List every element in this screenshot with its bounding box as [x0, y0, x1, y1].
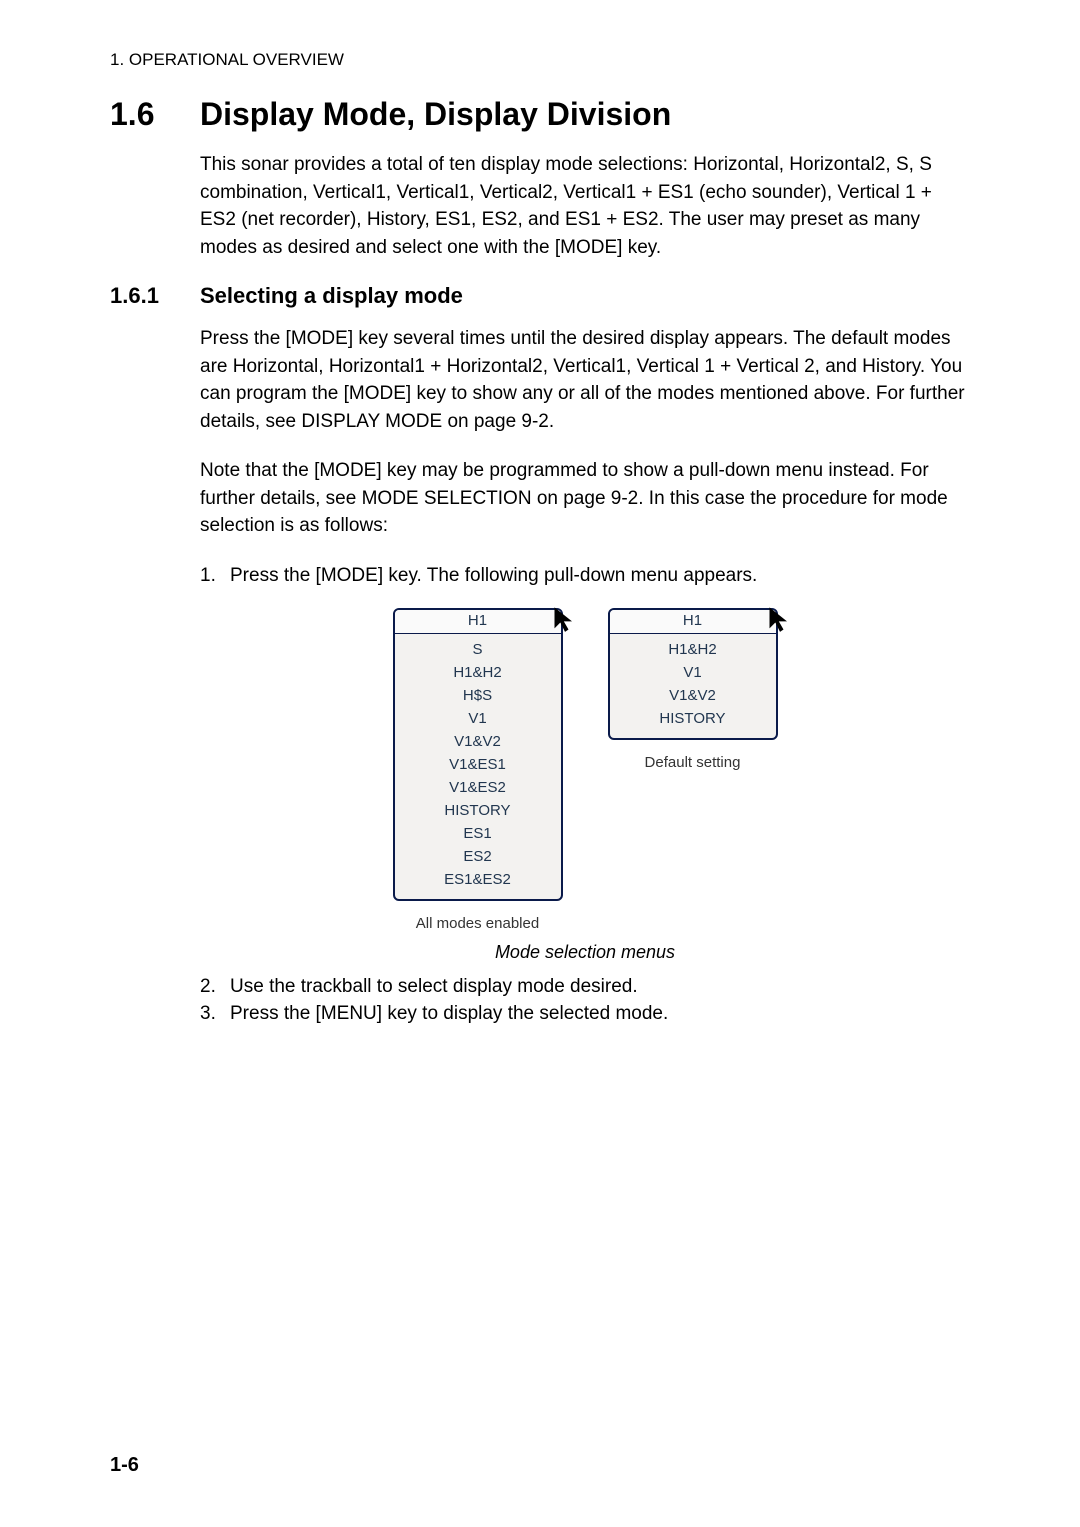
- step-3-text: Press the [MENU] key to display the sele…: [230, 1000, 668, 1028]
- section-title: 1.6 Display Mode, Display Division: [110, 96, 970, 133]
- section-intro: This sonar provides a total of ten displ…: [200, 151, 970, 261]
- menu-item: V1: [395, 707, 561, 730]
- step-2-text: Use the trackball to select display mode…: [230, 973, 638, 1001]
- figure-area: H1 SH1&H2H$SV1V1&V2V1&ES1V1&ES2HISTORYES…: [200, 608, 970, 932]
- menu-item: H1&H2: [610, 638, 776, 661]
- cursor-arrow-icon: [551, 605, 579, 633]
- menu-item: H1&H2: [395, 661, 561, 684]
- menu-item: ES2: [395, 845, 561, 868]
- menu-item: V1&V2: [610, 684, 776, 707]
- figure-caption: Mode selection menus: [200, 942, 970, 963]
- section-number: 1.6: [110, 96, 200, 133]
- menu-right-box: H1 H1&H2V1V1&V2HISTORY: [608, 608, 778, 740]
- step-2: 2. Use the trackball to select display m…: [200, 973, 970, 1001]
- subsection-p2: Note that the [MODE] key may be programm…: [200, 457, 970, 540]
- menu-item: ES1: [395, 822, 561, 845]
- menu-right-head: H1: [610, 610, 776, 634]
- menu-left-label: All modes enabled: [416, 915, 539, 932]
- menu-right-label: Default setting: [645, 754, 741, 771]
- step-3: 3. Press the [MENU] key to display the s…: [200, 1000, 970, 1028]
- menu-left-head: H1: [395, 610, 561, 634]
- menu-left-column: H1 SH1&H2H$SV1V1&V2V1&ES1V1&ES2HISTORYES…: [393, 608, 563, 932]
- subsection-title: 1.6.1 Selecting a display mode: [110, 283, 970, 309]
- menu-item: HISTORY: [395, 799, 561, 822]
- menu-left-box: H1 SH1&H2H$SV1V1&V2V1&ES1V1&ES2HISTORYES…: [393, 608, 563, 901]
- step-1-text: Press the [MODE] key. The following pull…: [230, 562, 757, 590]
- subsection-p1: Press the [MODE] key several times until…: [200, 325, 970, 435]
- menu-item: V1&ES2: [395, 776, 561, 799]
- menu-item: HISTORY: [610, 707, 776, 730]
- menu-item: V1: [610, 661, 776, 684]
- menu-right-column: H1 H1&H2V1V1&V2HISTORY Default setting: [608, 608, 778, 932]
- section-title-text: Display Mode, Display Division: [200, 96, 671, 133]
- cursor-arrow-icon: [766, 605, 794, 633]
- subsection-number: 1.6.1: [110, 283, 200, 309]
- menu-item: S: [395, 638, 561, 661]
- menu-item: V1&V2: [395, 730, 561, 753]
- menu-item: H$S: [395, 684, 561, 707]
- step-1: 1. Press the [MODE] key. The following p…: [200, 562, 970, 590]
- menu-item: V1&ES1: [395, 753, 561, 776]
- subsection-title-text: Selecting a display mode: [200, 283, 463, 309]
- step-1-num: 1.: [200, 562, 230, 590]
- page-number: 1-6: [110, 1454, 139, 1477]
- step-2-num: 2.: [200, 973, 230, 1001]
- chapter-header: 1. OPERATIONAL OVERVIEW: [110, 50, 970, 70]
- step-3-num: 3.: [200, 1000, 230, 1028]
- menu-item: ES1&ES2: [395, 868, 561, 891]
